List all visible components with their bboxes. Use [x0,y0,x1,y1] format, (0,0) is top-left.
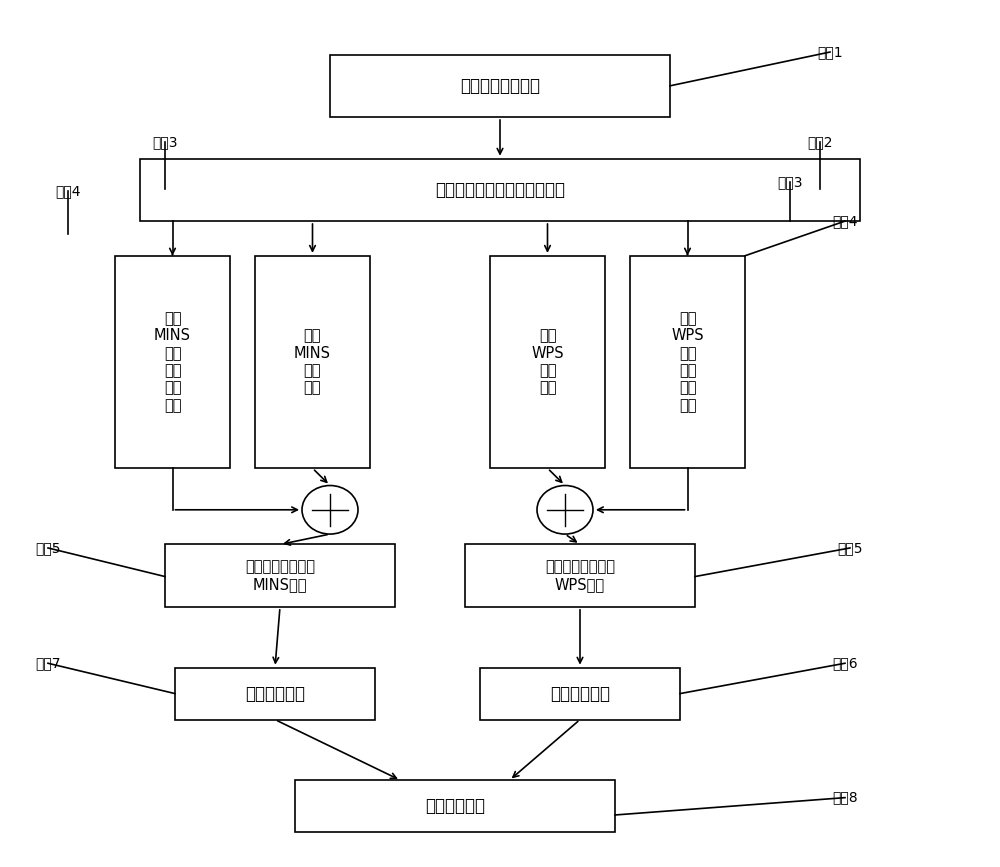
Bar [295,780,615,832]
Text: 采集
WPS
数据
去除
数据
均值: 采集 WPS 数据 去除 数据 均值 [671,311,704,413]
Bar [115,256,230,468]
Bar [140,159,860,221]
Bar [465,544,695,607]
Bar [490,256,605,468]
Text: 步骤3: 步骤3 [152,135,178,149]
Text: 计算
WPS
器件
输出: 计算 WPS 器件 输出 [531,329,564,395]
Text: 具有真实误差特性
MINS输出: 具有真实误差特性 MINS输出 [245,559,315,592]
Bar [255,256,370,468]
Text: 无线定位解算: 无线定位解算 [550,685,610,702]
Text: 计算
MINS
器件
输出: 计算 MINS 器件 输出 [294,329,331,395]
Text: 步骤7: 步骤7 [35,656,61,670]
Text: 步骤8: 步骤8 [832,791,858,805]
Text: 步骤5: 步骤5 [837,541,863,555]
Text: 步骤3: 步骤3 [777,175,803,189]
Text: 步骤6: 步骤6 [832,656,858,670]
Text: 采集
MINS
数据
去除
数据
均值: 采集 MINS 数据 去除 数据 均值 [154,311,191,413]
Text: 步骤2: 步骤2 [807,135,833,149]
Bar [480,668,680,720]
Bar [165,544,395,607]
Text: 步骤4: 步骤4 [55,184,81,198]
Text: 具有真实误差特性
WPS输出: 具有真实误差特性 WPS输出 [545,559,615,592]
Text: 步骤5: 步骤5 [35,541,61,555]
Bar [175,668,375,720]
Text: 组合导航输出: 组合导航输出 [425,798,485,815]
Text: 捷联惯导解算: 捷联惯导解算 [245,685,305,702]
Text: 步骤1: 步骤1 [817,45,843,59]
Text: 初始轨迹参数设定: 初始轨迹参数设定 [460,77,540,95]
Text: 步骤4: 步骤4 [832,214,858,228]
Bar [630,256,745,468]
Bar [330,55,670,117]
Text: 轨迹发生器产生标称轨迹数据: 轨迹发生器产生标称轨迹数据 [435,181,565,199]
